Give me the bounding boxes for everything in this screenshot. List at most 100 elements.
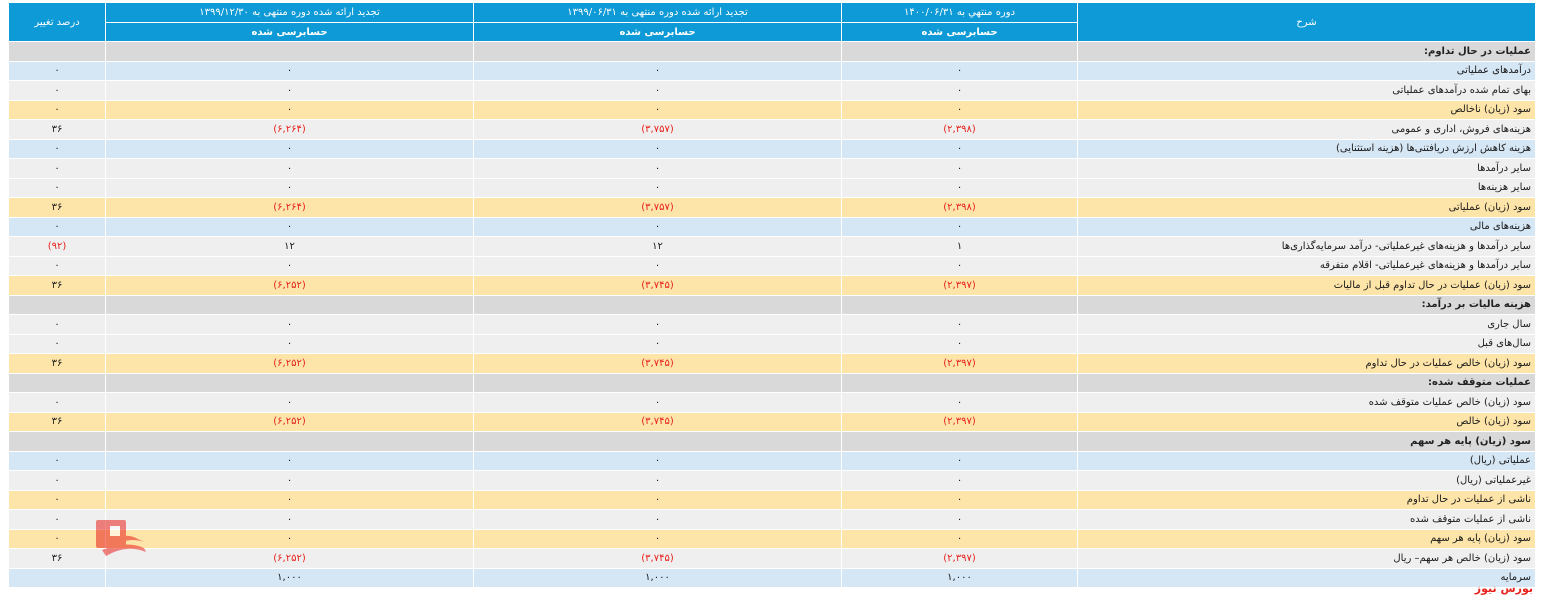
value-period-2: ۰ bbox=[473, 99, 842, 120]
value-period-1: ۰ bbox=[841, 450, 1078, 471]
section-row: سود (زیان) پایه هر سهم bbox=[8, 431, 1536, 452]
row-description: ناشی از عملیات متوقف شده bbox=[1077, 509, 1536, 530]
audit-status-row: حسابرسی شده حسابرسی شده حسابرسی شده bbox=[9, 22, 1536, 42]
row-description: سود (زیان) خالص bbox=[1077, 411, 1536, 432]
value-change-percent: ۰ bbox=[8, 158, 106, 179]
table-row: سال‌های قبل ۰ ۰ ۰ ۰ bbox=[8, 333, 1536, 354]
value-period-3: ۰ bbox=[105, 138, 474, 159]
value-change-percent: ۰ bbox=[8, 333, 106, 354]
value-change-percent: (۹۲) bbox=[8, 236, 106, 257]
value-period-1: (۲,۳۹۸) bbox=[841, 197, 1078, 218]
table-row: سایر هزینه‌ها ۰ ۰ ۰ ۰ bbox=[8, 177, 1536, 198]
row-description: غیرعملیاتی (ریال) bbox=[1077, 470, 1536, 491]
value-period-3: ۰ bbox=[105, 255, 474, 276]
row-description: ناشی از عملیات در حال تداوم bbox=[1077, 489, 1536, 510]
value-period-2: ۰ bbox=[473, 528, 842, 549]
value-period-1: (۲,۳۹۸) bbox=[841, 119, 1078, 140]
value-change-percent: ۰ bbox=[8, 60, 106, 81]
value-period-2: (۳,۷۵۷) bbox=[473, 197, 842, 218]
value-period-1: ۰ bbox=[841, 138, 1078, 159]
value-period-2 bbox=[473, 294, 842, 315]
value-period-1 bbox=[841, 294, 1078, 315]
audit-status-period-3: حسابرسی شده bbox=[105, 22, 474, 42]
value-period-1: ۰ bbox=[841, 333, 1078, 354]
row-description: عملیاتی (ریال) bbox=[1077, 450, 1536, 471]
row-description: بهای تمام شده درآمدهای عملیاتی bbox=[1077, 80, 1536, 101]
value-period-1: (۲,۳۹۷) bbox=[841, 548, 1078, 569]
value-period-3 bbox=[105, 41, 474, 62]
value-period-2: ۰ bbox=[473, 60, 842, 81]
value-period-2: (۳,۷۴۵) bbox=[473, 548, 842, 569]
value-period-2: ۰ bbox=[473, 80, 842, 101]
value-period-2: ۰ bbox=[473, 216, 842, 237]
value-change-percent: ۰ bbox=[8, 216, 106, 237]
value-change-percent: ۰ bbox=[8, 99, 106, 120]
column-header-period-1: دوره منتهي به ۱۴۰۰/۰۶/۳۱ bbox=[841, 2, 1078, 23]
value-period-1: (۲,۳۹۷) bbox=[841, 275, 1078, 296]
row-description: عملیات در حال تداوم: bbox=[1077, 41, 1536, 62]
row-description: سود (زیان) پایه هر سهم bbox=[1077, 528, 1536, 549]
value-period-2: ۰ bbox=[473, 470, 842, 491]
row-description: هزینه مالیات بر درآمد: bbox=[1077, 294, 1536, 315]
value-change-percent bbox=[8, 372, 106, 393]
value-change-percent: ۳۶ bbox=[8, 275, 106, 296]
value-period-1: ۰ bbox=[841, 216, 1078, 237]
value-period-1: ۰ bbox=[841, 177, 1078, 198]
table-row: سود (زیان) عملیاتی (۲,۳۹۸) (۳,۷۵۷) (۶,۲۶۴) ۳… bbox=[8, 197, 1536, 218]
table-row: هزینه‌های مالی ۰ ۰ ۰ ۰ bbox=[8, 216, 1536, 237]
value-period-2: ۰ bbox=[473, 177, 842, 198]
row-description: سایر درآمدها و هزینه‌های غیرعملیاتی- درآ… bbox=[1077, 236, 1536, 257]
value-period-3: ۰ bbox=[105, 177, 474, 198]
row-description: سود (زیان) عملیات در حال تداوم قبل از ما… bbox=[1077, 275, 1536, 296]
row-description: عملیات متوقف شده: bbox=[1077, 372, 1536, 393]
table-row: سود (زیان) پایه هر سهم ۰ ۰ ۰ ۰ bbox=[8, 528, 1536, 549]
value-period-3: ۰ bbox=[105, 392, 474, 413]
value-period-2: ۱۲ bbox=[473, 236, 842, 257]
value-period-3: (۶,۲۵۲) bbox=[105, 548, 474, 569]
row-description: سال جاری bbox=[1077, 314, 1536, 335]
value-change-percent: ۰ bbox=[8, 138, 106, 159]
row-description: سود (زیان) خالص عملیات در حال تداوم bbox=[1077, 353, 1536, 374]
row-description: هزینه‌های مالی bbox=[1077, 216, 1536, 237]
value-change-percent: ۳۶ bbox=[8, 353, 106, 374]
value-period-2: ۰ bbox=[473, 333, 842, 354]
value-period-1: ۰ bbox=[841, 489, 1078, 510]
value-change-percent: ۳۶ bbox=[8, 119, 106, 140]
row-description: سود (زیان) پایه هر سهم bbox=[1077, 431, 1536, 452]
value-period-1: ۰ bbox=[841, 99, 1078, 120]
row-description: سود (زیان) خالص عملیات متوقف شده bbox=[1077, 392, 1536, 413]
value-period-2: ۱,۰۰۰ bbox=[473, 567, 842, 588]
value-period-1: (۲,۳۹۷) bbox=[841, 353, 1078, 374]
table-row: بهای تمام شده درآمدهای عملیاتی ۰ ۰ ۰ ۰ bbox=[8, 80, 1536, 101]
value-period-1: (۲,۳۹۷) bbox=[841, 411, 1078, 432]
value-period-3: ۰ bbox=[105, 450, 474, 471]
value-period-2: ۰ bbox=[473, 509, 842, 530]
table-row: سود (زیان) عملیات در حال تداوم قبل از ما… bbox=[8, 275, 1536, 296]
value-change-percent: ۰ bbox=[8, 392, 106, 413]
row-description: درآمدهای عملیاتی bbox=[1077, 60, 1536, 81]
row-description: سود (زیان) ناخالص bbox=[1077, 99, 1536, 120]
value-period-3: (۶,۲۵۲) bbox=[105, 275, 474, 296]
value-period-3: ۰ bbox=[105, 158, 474, 179]
value-period-2: ۰ bbox=[473, 392, 842, 413]
section-row: عملیات در حال تداوم: bbox=[8, 41, 1536, 62]
value-period-1 bbox=[841, 41, 1078, 62]
value-change-percent bbox=[8, 41, 106, 62]
value-period-1 bbox=[841, 431, 1078, 452]
value-period-2: ۰ bbox=[473, 489, 842, 510]
table-row: ناشی از عملیات در حال تداوم ۰ ۰ ۰ ۰ bbox=[8, 489, 1536, 510]
value-period-2: (۳,۷۴۵) bbox=[473, 275, 842, 296]
value-period-2: ۰ bbox=[473, 450, 842, 471]
value-change-percent: ۰ bbox=[8, 80, 106, 101]
value-period-3: ۰ bbox=[105, 314, 474, 335]
table-row: درآمدهای عملیاتی ۰ ۰ ۰ ۰ bbox=[8, 60, 1536, 81]
value-period-3: ۱۲ bbox=[105, 236, 474, 257]
row-description: سود (زیان) عملیاتی bbox=[1077, 197, 1536, 218]
column-header-period-2: تجدید ارائه شده دوره منتهی به ۱۳۹۹/۰۶/۳۱ bbox=[473, 2, 842, 23]
value-period-3: ۰ bbox=[105, 333, 474, 354]
value-change-percent bbox=[8, 431, 106, 452]
section-row: هزینه مالیات بر درآمد: bbox=[8, 294, 1536, 315]
value-period-2 bbox=[473, 372, 842, 393]
table-row: عملیاتی (ریال) ۰ ۰ ۰ ۰ bbox=[8, 450, 1536, 471]
row-description: هزینه‌های فروش، اداری و عمومی bbox=[1077, 119, 1536, 140]
